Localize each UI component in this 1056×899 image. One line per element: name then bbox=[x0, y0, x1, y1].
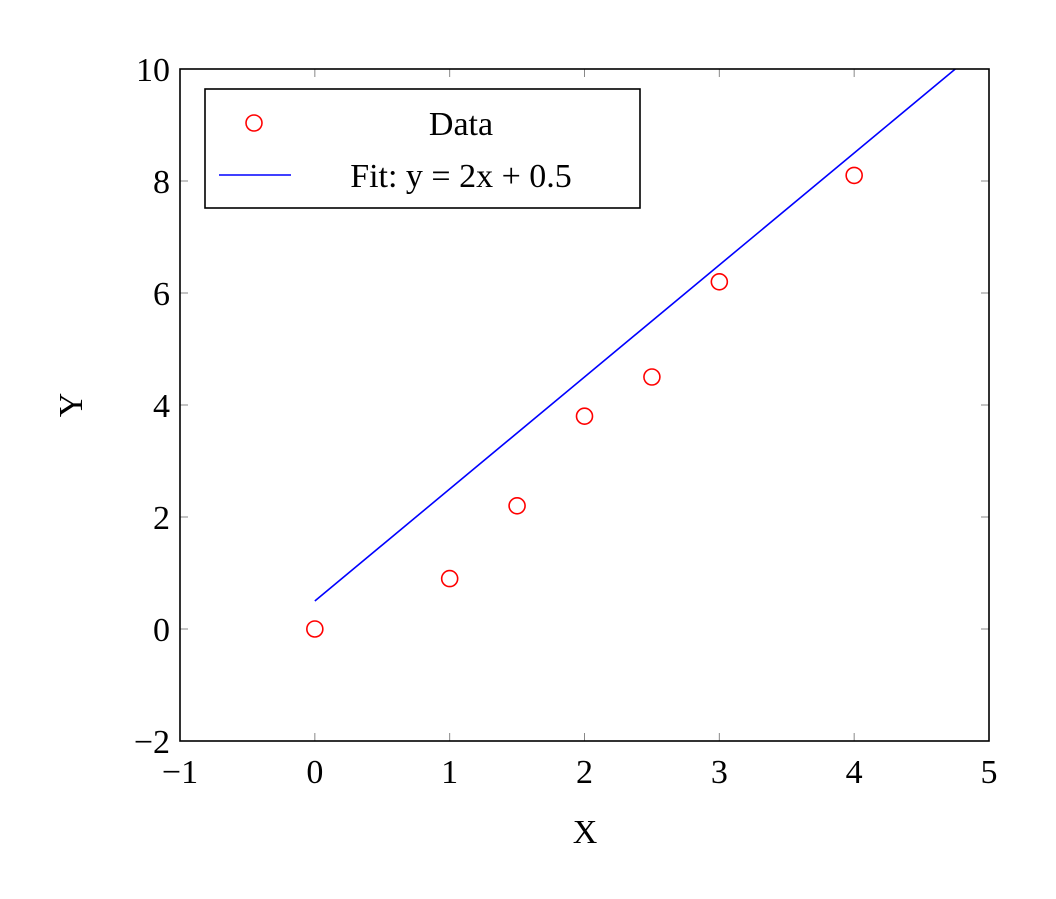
legend-label: Data bbox=[429, 106, 493, 143]
y-tick-label: 10 bbox=[136, 52, 170, 89]
x-tick-label: 2 bbox=[576, 754, 593, 791]
plot-area bbox=[306, 69, 956, 638]
x-tick-label: 4 bbox=[846, 754, 863, 791]
y-tick-label: 8 bbox=[153, 164, 170, 201]
fit-line bbox=[314, 69, 956, 602]
y-tick-label: −2 bbox=[134, 724, 170, 761]
data-point bbox=[575, 407, 594, 426]
data-point bbox=[845, 166, 863, 185]
y-tick-label: 6 bbox=[153, 276, 170, 313]
x-tick-label: 0 bbox=[306, 754, 323, 791]
y-tick-label: 0 bbox=[153, 612, 170, 649]
legend-label: Fit: y = 2x + 0.5 bbox=[350, 158, 572, 195]
x-tick-label: 5 bbox=[981, 754, 998, 791]
x-axis-label: X bbox=[573, 814, 598, 851]
y-tick-label: 4 bbox=[153, 388, 170, 425]
y-tick-label: 2 bbox=[153, 500, 170, 537]
data-point bbox=[508, 496, 526, 515]
y-axis-label: Y bbox=[53, 393, 90, 418]
x-tick-label: 1 bbox=[441, 754, 458, 791]
data-point bbox=[306, 620, 324, 638]
legend-marker bbox=[245, 114, 263, 132]
axis-frame bbox=[179, 68, 990, 742]
x-tick-label: −1 bbox=[162, 754, 198, 791]
data-point bbox=[643, 368, 661, 386]
legend-box bbox=[204, 88, 641, 209]
data-point bbox=[440, 569, 459, 588]
x-tick-label: 3 bbox=[711, 754, 728, 791]
data-point bbox=[710, 272, 729, 291]
